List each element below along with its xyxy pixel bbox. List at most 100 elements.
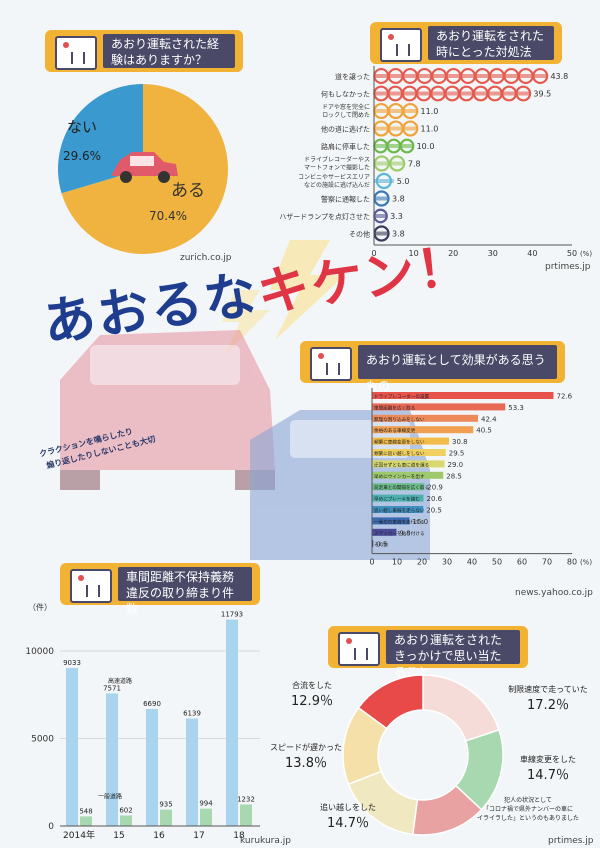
- bar-category-label: 早めにウインカーを出す: [374, 473, 425, 480]
- panel2-title: あおり運転をされた時にとった対処法: [428, 26, 554, 60]
- bar: [374, 214, 388, 218]
- bar-category-label: ドライブレコーダーやス: [304, 156, 370, 164]
- car-wheel: [158, 171, 170, 183]
- bar-value-label: 29.5: [449, 450, 465, 458]
- series-label: 一般道路: [98, 792, 122, 800]
- panel4-header: 車間距離不保持義務違反の取り締まり件数: [60, 563, 260, 616]
- bar: [146, 708, 158, 826]
- bar-value-label: 11.0: [421, 125, 439, 134]
- bar-value-label: 28.5: [446, 472, 462, 480]
- y-tick-label: 10000: [25, 647, 54, 657]
- bar: [372, 426, 474, 434]
- bar: [372, 403, 506, 411]
- panel5-title: あおり運転をされたきっかけで思い当たること: [386, 630, 520, 679]
- panel2-header: あおり運転をされた時にとった対処法: [370, 22, 562, 64]
- dashcam-icon: [55, 36, 97, 70]
- bar-category-label: 一番左の車線を走行する: [374, 518, 425, 525]
- y-axis-unit: （件）: [28, 602, 52, 612]
- bar-value-label: 20.6: [427, 495, 443, 503]
- x-axis-unit: (%): [580, 250, 592, 258]
- bar-category-label: 迂回せずとも車に道を譲る: [374, 461, 429, 468]
- bar-category-label: 余裕のある車線変更: [374, 427, 416, 434]
- bar-value-label: 6139: [183, 710, 201, 718]
- bar-chart-enforcement: （件） 0 5000 10000 9033 548 2014年 7571 602 15 6690 93…: [25, 602, 260, 841]
- pie-chart-experience: ある 70.4% ない 29.6%: [57, 84, 228, 254]
- donut-label: 制限速度で走っていた: [508, 684, 588, 694]
- panel1-title: あおり運転された経験はありますか？: [103, 34, 235, 68]
- bar-category-label: 頻繁に車線変更をしない: [374, 439, 425, 446]
- donut-label: スピードが遅かった: [270, 742, 342, 752]
- bar-value-label: 9.8: [400, 529, 411, 537]
- bar-value-label: 5.0: [397, 177, 410, 186]
- x-axis-unit: (%): [580, 559, 592, 567]
- bar: [226, 619, 238, 826]
- pie-value-label: 29.6%: [63, 149, 101, 163]
- bar: [374, 161, 405, 166]
- x-tick-label: 50: [567, 249, 577, 258]
- bar-value-label: 11793: [221, 611, 243, 619]
- bar-category-label: 何もしなかった: [321, 90, 370, 99]
- donut-label: 「コロナ禍で県外ナンバーの車に: [483, 805, 573, 813]
- y-tick-label: 5000: [31, 735, 54, 745]
- bar-category-label: 路肩に停車した: [321, 142, 370, 151]
- bar: [374, 231, 390, 236]
- bar: [66, 667, 78, 826]
- pie-label: ある: [171, 181, 205, 201]
- x-tick-label: 2014年: [63, 829, 95, 841]
- x-tick-label: 60: [517, 558, 527, 567]
- lightning-bolt-icon: [270, 240, 345, 340]
- bar: [160, 809, 172, 826]
- bar: [374, 126, 418, 131]
- x-tick-label: 0: [369, 558, 374, 567]
- bar: [374, 144, 414, 148]
- x-tick-label: 70: [542, 558, 552, 567]
- bar: [240, 804, 252, 826]
- bar: [372, 494, 424, 502]
- x-tick-label: 10: [409, 249, 419, 258]
- x-tick-label: 50: [492, 558, 502, 567]
- x-tick-label: 16: [153, 831, 165, 841]
- x-tick-label: 80: [567, 558, 577, 567]
- car-wheel: [120, 171, 132, 183]
- bar: [374, 109, 418, 113]
- bar-value-label: 3.3: [390, 212, 403, 221]
- bar: [374, 196, 390, 201]
- pie-label: ない: [67, 118, 97, 136]
- bar: [372, 483, 425, 491]
- bar-category-label: ハザードランプを点灯させた: [279, 212, 370, 221]
- panel3-source: news.yahoo.co.jp: [515, 588, 593, 598]
- bar: [372, 460, 445, 468]
- red-car-illustration: [60, 330, 275, 490]
- panel4-title: 車間距離不保持義務違反の取り締まり件数: [118, 567, 252, 616]
- bar-value-label: 30.8: [452, 438, 468, 446]
- dashcam-icon: [310, 347, 352, 381]
- x-tick-label: 30: [488, 249, 498, 258]
- bar-category-label: その他: [374, 541, 388, 548]
- donut-value-label: 14.7％: [327, 816, 369, 831]
- panel1-header: あおり運転された経験はありますか？: [45, 30, 243, 72]
- bar-value-label: 42.4: [481, 415, 497, 423]
- x-tick-label: 17: [193, 831, 204, 841]
- bar: [374, 91, 531, 96]
- bar: [372, 392, 554, 399]
- pie-value-label: 70.4%: [149, 209, 187, 223]
- bar-category-label: マートフォンで撮影した: [304, 164, 370, 172]
- bar-category-label: コンビニやサービスエリア: [298, 173, 370, 181]
- bar-category-label: 警察に通報した: [321, 195, 370, 204]
- series-label: 高速道路: [108, 677, 132, 685]
- bar-category-label: 前走車との間隔を広く取る: [374, 484, 429, 491]
- bar-chart-effective: ドライブレコーダーの設置 72.6 車間距離を広く取る 53.3 無理な割り込みをしない…: [369, 388, 592, 567]
- bar-value-label: 20.9: [427, 484, 443, 492]
- bar-value-label: 20.5: [426, 507, 442, 515]
- dashcam-icon: [338, 632, 380, 666]
- bar: [200, 808, 212, 826]
- bar: [186, 718, 198, 826]
- bar-category-label: 道を譲った: [335, 72, 370, 81]
- car-window: [130, 156, 154, 166]
- x-tick-label: 20: [417, 558, 427, 567]
- bar: [372, 506, 424, 513]
- donut-chart-trigger: 制限速度で走っていた 17.2％ 車線変更をした 14.7％ 犯人の状況として「コロナ禍…: [270, 674, 588, 836]
- bar: [372, 471, 444, 479]
- bar-value-label: 53.3: [508, 404, 524, 412]
